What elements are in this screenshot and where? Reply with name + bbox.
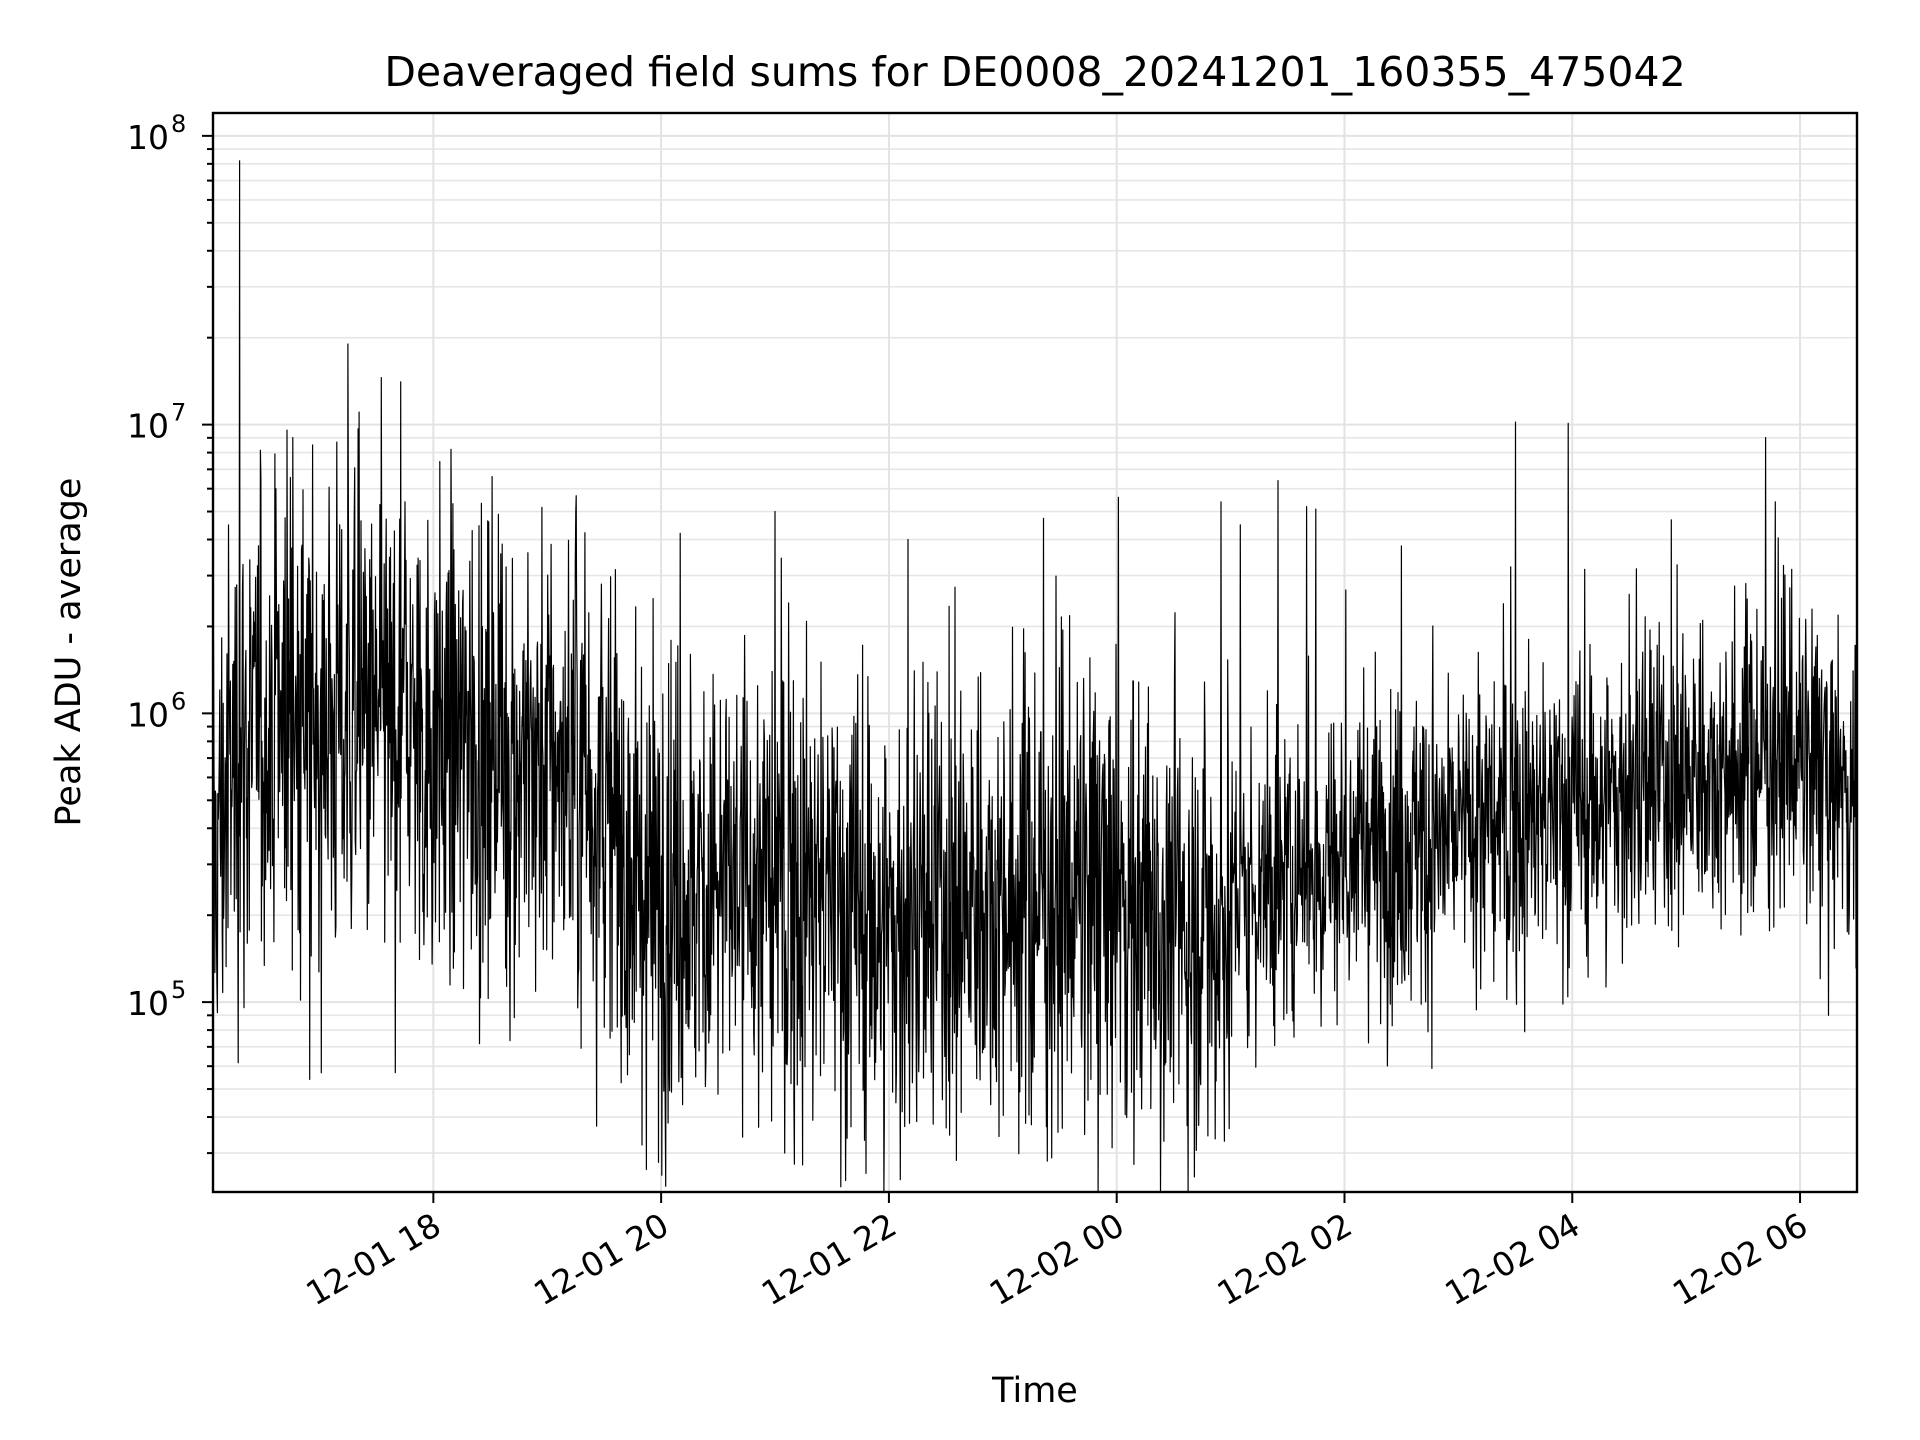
y-axis-label: Peak ADU - average	[49, 478, 89, 827]
x-tick-label: 12-01 18	[299, 1205, 447, 1313]
x-tick-label: 12-01 22	[755, 1205, 903, 1313]
y-tick-label: 10	[127, 984, 169, 1023]
y-tick-label: 10	[127, 118, 169, 157]
grid	[213, 113, 1857, 1192]
x-tick-label: 12-02 02	[1210, 1205, 1358, 1313]
x-axis: 12-01 18 12-01 20 12-01 22 12-02 00 12-02 02…	[299, 1192, 1814, 1313]
y-tick-exponent: 5	[171, 976, 186, 1004]
y-tick-label: 10	[127, 695, 169, 734]
y-tick-exponent: 6	[171, 687, 186, 715]
x-tick-label: 12-02 06	[1666, 1205, 1814, 1313]
y-tick-exponent: 8	[171, 110, 186, 138]
chart-title: Deaveraged field sums for DE0008_2024120…	[384, 48, 1685, 96]
series-line	[213, 160, 1857, 1192]
x-tick-label: 12-01 20	[527, 1205, 675, 1313]
y-tick-label: 10	[127, 407, 169, 446]
series-layer	[213, 160, 1857, 1192]
x-tick-label: 12-02 04	[1438, 1205, 1586, 1313]
x-tick-label: 12-02 00	[983, 1205, 1131, 1313]
y-tick-exponent: 7	[171, 399, 186, 427]
plot-frame	[211, 111, 1859, 1194]
x-axis-label: Time	[991, 1371, 1078, 1411]
